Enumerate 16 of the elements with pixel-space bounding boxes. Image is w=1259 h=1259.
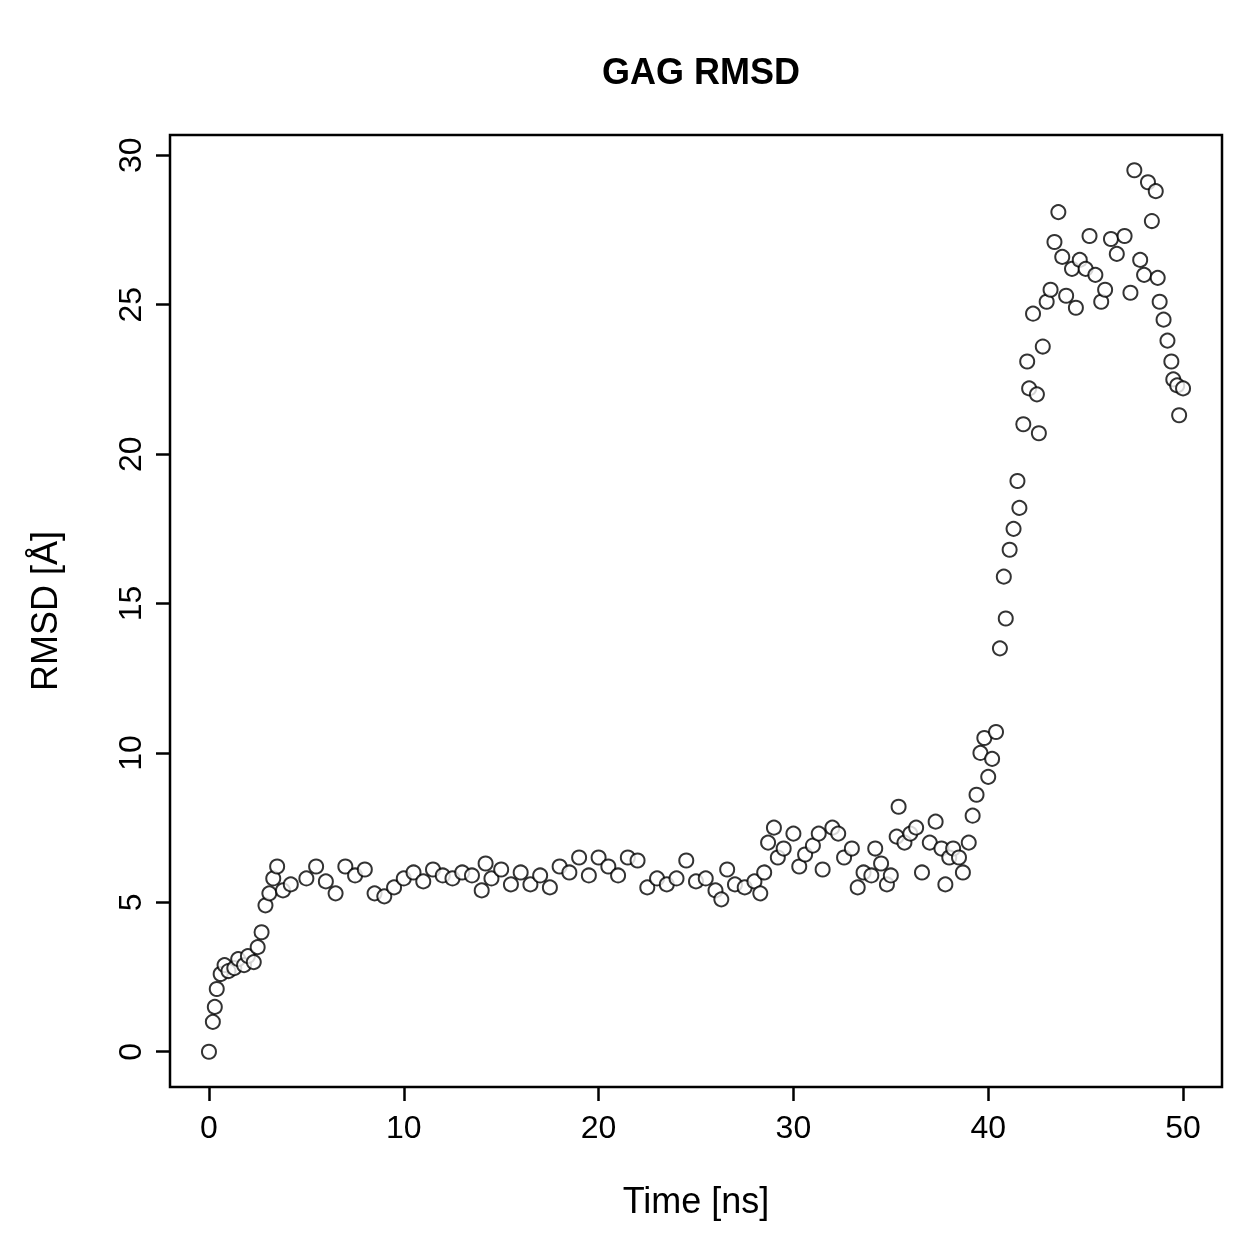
y-tick-label: 25	[112, 286, 148, 323]
x-tick-label: 0	[200, 1109, 218, 1145]
x-tick-label: 10	[385, 1109, 422, 1145]
chart-title: GAG RMSD	[602, 50, 800, 92]
y-tick-label: 15	[112, 585, 148, 622]
x-tick-label: 30	[775, 1109, 812, 1145]
y-tick-label: 5	[112, 893, 148, 912]
y-tick-label: 30	[112, 137, 148, 174]
x-tick-label: 50	[1165, 1109, 1201, 1145]
x-axis-title: Time [ns]	[622, 1179, 770, 1221]
y-tick-label: 20	[112, 436, 148, 472]
y-tick-label: 0	[112, 1042, 148, 1061]
x-tick-label: 20	[580, 1109, 617, 1145]
y-tick-label: 10	[112, 735, 148, 771]
y-axis-title: RMSD [Å]	[23, 530, 65, 692]
x-tick-label: 40	[970, 1109, 1007, 1145]
